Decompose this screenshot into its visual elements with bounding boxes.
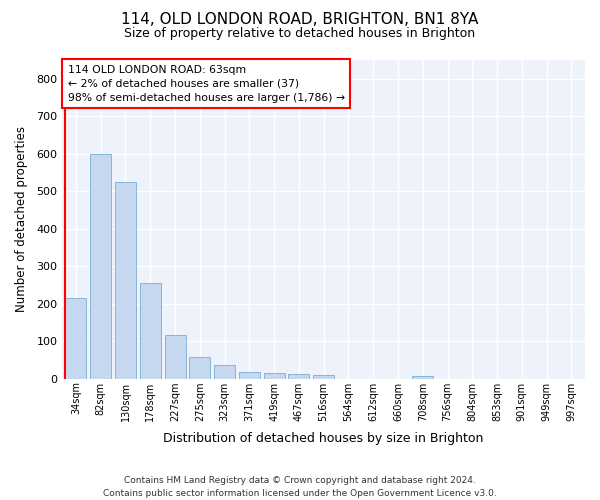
Y-axis label: Number of detached properties: Number of detached properties [15, 126, 28, 312]
X-axis label: Distribution of detached houses by size in Brighton: Distribution of detached houses by size … [163, 432, 484, 445]
Bar [239, 372, 260, 378]
Text: 114, OLD LONDON ROAD, BRIGHTON, BN1 8YA: 114, OLD LONDON ROAD, BRIGHTON, BN1 8YA [121, 12, 479, 28]
Bar [189, 357, 211, 378]
Bar [140, 283, 161, 378]
Bar [164, 335, 185, 378]
Bar [65, 298, 86, 378]
Bar [115, 182, 136, 378]
Text: Contains HM Land Registry data © Crown copyright and database right 2024.
Contai: Contains HM Land Registry data © Crown c… [103, 476, 497, 498]
Bar [289, 374, 310, 378]
Bar [263, 372, 284, 378]
Bar [214, 366, 235, 378]
Bar [412, 376, 433, 378]
Text: 114 OLD LONDON ROAD: 63sqm
← 2% of detached houses are smaller (37)
98% of semi-: 114 OLD LONDON ROAD: 63sqm ← 2% of detac… [68, 65, 344, 103]
Bar [90, 154, 111, 378]
Bar [313, 375, 334, 378]
Text: Size of property relative to detached houses in Brighton: Size of property relative to detached ho… [124, 28, 476, 40]
